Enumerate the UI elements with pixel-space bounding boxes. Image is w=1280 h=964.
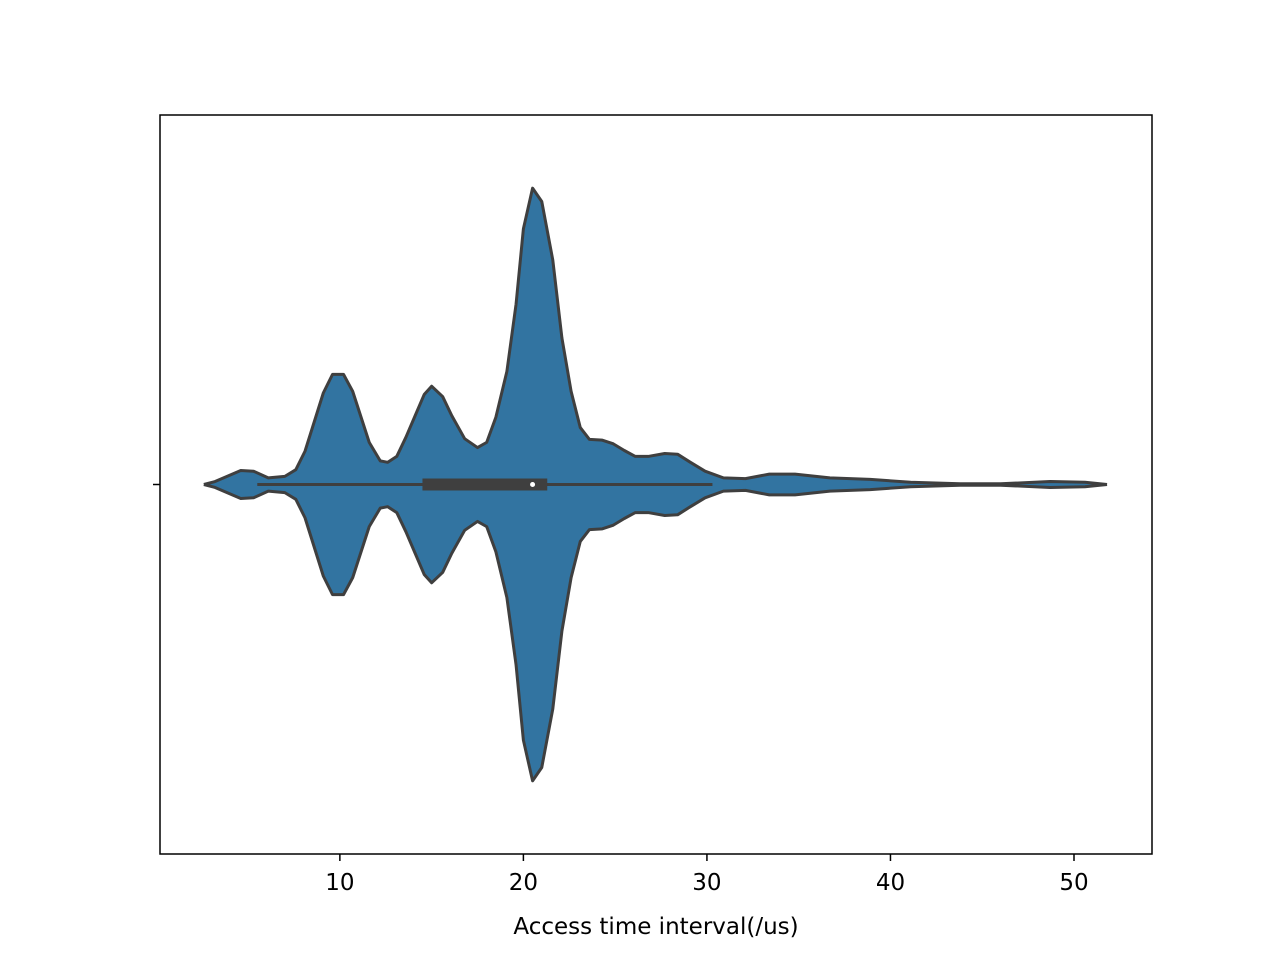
violin-lower [203,483,1108,783]
plot-frame [159,114,1153,855]
x-tick-label: 10 [325,870,354,896]
x-axis-label: Access time interval(/us) [513,914,798,940]
median [530,482,536,487]
x-tick-label: 50 [1059,870,1088,896]
violin-upper [203,186,1108,486]
x-tick-label: 20 [509,870,538,896]
x-tick-label: 30 [692,870,721,896]
box [422,478,548,491]
x-tick-label: 40 [876,870,905,896]
